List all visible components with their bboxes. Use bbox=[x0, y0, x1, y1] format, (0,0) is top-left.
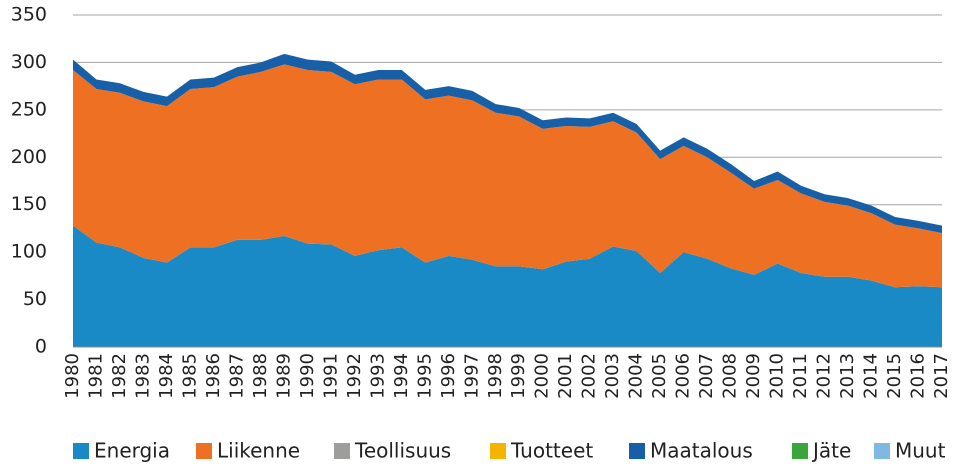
y-tick-label: 350 bbox=[11, 4, 47, 26]
x-tick-label: 1998 bbox=[485, 353, 506, 399]
legend-label: Liikenne bbox=[217, 439, 300, 463]
legend-label: Tuotteet bbox=[510, 439, 593, 463]
x-tick-label: 2015 bbox=[884, 353, 905, 399]
x-tick-label: 1996 bbox=[438, 353, 459, 399]
x-tick-label: 2017 bbox=[931, 353, 952, 399]
x-tick-label: 2007 bbox=[696, 353, 717, 399]
legend-swatch bbox=[73, 443, 89, 459]
x-tick-label: 1993 bbox=[367, 353, 388, 399]
x-tick-label: 1994 bbox=[391, 353, 412, 399]
x-tick-label: 1999 bbox=[508, 353, 529, 399]
x-tick-label: 1982 bbox=[109, 353, 130, 399]
legend-label: Teollisuus bbox=[354, 439, 451, 463]
legend-label: Jäte bbox=[811, 439, 851, 463]
x-tick-label: 1980 bbox=[62, 353, 83, 399]
x-tick-label: 2002 bbox=[579, 353, 600, 399]
y-tick-label: 0 bbox=[35, 336, 47, 358]
x-tick-label: 1989 bbox=[273, 353, 294, 399]
x-tick-label: 1997 bbox=[461, 353, 482, 399]
x-tick-label: 1986 bbox=[203, 353, 224, 399]
legend-swatch bbox=[874, 443, 890, 459]
x-tick-label: 2003 bbox=[602, 353, 623, 399]
x-tick-label: 1987 bbox=[226, 353, 247, 399]
y-tick-label: 250 bbox=[11, 98, 47, 120]
x-tick-label: 2001 bbox=[555, 353, 576, 399]
y-tick-label: 50 bbox=[23, 288, 47, 310]
x-tick-label: 1995 bbox=[414, 353, 435, 399]
area bbox=[73, 225, 942, 347]
x-tick-label: 1981 bbox=[85, 353, 106, 399]
x-tick-label: 1983 bbox=[132, 353, 153, 399]
x-tick-label: 2008 bbox=[720, 353, 741, 399]
legend-swatch bbox=[629, 443, 645, 459]
x-tick-label: 2004 bbox=[626, 353, 647, 399]
y-tick-label: 100 bbox=[11, 241, 47, 263]
x-tick-label: 1992 bbox=[344, 353, 365, 399]
x-tick-label: 1984 bbox=[156, 353, 177, 399]
legend-label: Maatalous bbox=[650, 439, 753, 463]
legend-label: Muut bbox=[895, 439, 946, 463]
x-tick-label: 2005 bbox=[649, 353, 670, 399]
y-tick-label: 300 bbox=[11, 51, 47, 73]
y-tick-label: 150 bbox=[11, 193, 47, 215]
x-tick-label: 1988 bbox=[250, 353, 271, 399]
legend-label: Energia bbox=[94, 439, 170, 463]
legend-swatch bbox=[490, 443, 506, 459]
legend-swatch bbox=[334, 443, 350, 459]
legend-swatch bbox=[196, 443, 212, 459]
x-tick-label: 2016 bbox=[908, 353, 929, 399]
x-tick-label: 2000 bbox=[532, 353, 553, 399]
x-tick-label: 1990 bbox=[297, 353, 318, 399]
x-tick-label: 2014 bbox=[861, 353, 882, 399]
x-tick-label: 1991 bbox=[320, 353, 341, 399]
area bbox=[73, 64, 942, 288]
x-tick-label: 2011 bbox=[790, 353, 811, 399]
x-tick-label: 2012 bbox=[814, 353, 835, 399]
x-tick-label: 2010 bbox=[767, 353, 788, 399]
y-tick-label: 200 bbox=[11, 146, 47, 168]
x-tick-label: 2009 bbox=[743, 353, 764, 399]
x-tick-label: 2013 bbox=[837, 353, 858, 399]
legend-swatch bbox=[792, 443, 808, 459]
x-tick-label: 1985 bbox=[179, 353, 200, 399]
x-tick-label: 2006 bbox=[673, 353, 694, 399]
